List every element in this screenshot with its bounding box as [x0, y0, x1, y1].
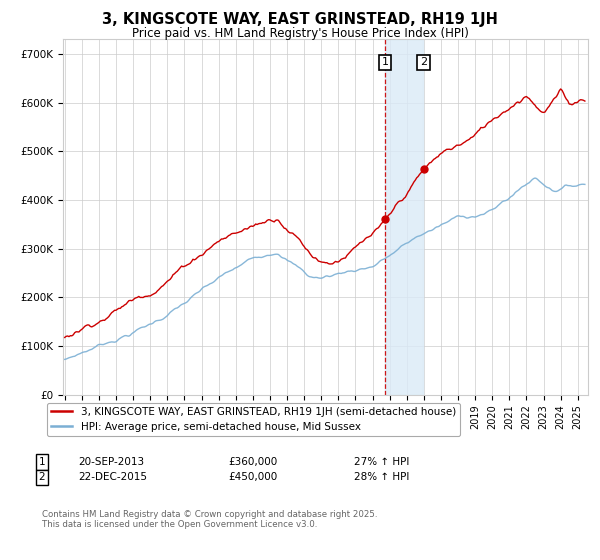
- Legend: 3, KINGSCOTE WAY, EAST GRINSTEAD, RH19 1JH (semi-detached house), HPI: Average p: 3, KINGSCOTE WAY, EAST GRINSTEAD, RH19 1…: [47, 403, 460, 436]
- Text: 20-SEP-2013: 20-SEP-2013: [78, 457, 144, 467]
- Text: Contains HM Land Registry data © Crown copyright and database right 2025.
This d: Contains HM Land Registry data © Crown c…: [42, 510, 377, 529]
- Text: £360,000: £360,000: [228, 457, 277, 467]
- Text: 1: 1: [38, 457, 46, 467]
- Text: 1: 1: [382, 57, 388, 67]
- Text: 27% ↑ HPI: 27% ↑ HPI: [354, 457, 409, 467]
- Text: 22-DEC-2015: 22-DEC-2015: [78, 472, 147, 482]
- Text: 28% ↑ HPI: 28% ↑ HPI: [354, 472, 409, 482]
- Text: Price paid vs. HM Land Registry's House Price Index (HPI): Price paid vs. HM Land Registry's House …: [131, 27, 469, 40]
- Bar: [385, 39, 424, 395]
- Text: 2: 2: [38, 472, 46, 482]
- Text: 2: 2: [420, 57, 427, 67]
- Text: 3, KINGSCOTE WAY, EAST GRINSTEAD, RH19 1JH: 3, KINGSCOTE WAY, EAST GRINSTEAD, RH19 1…: [102, 12, 498, 27]
- Text: £450,000: £450,000: [228, 472, 277, 482]
